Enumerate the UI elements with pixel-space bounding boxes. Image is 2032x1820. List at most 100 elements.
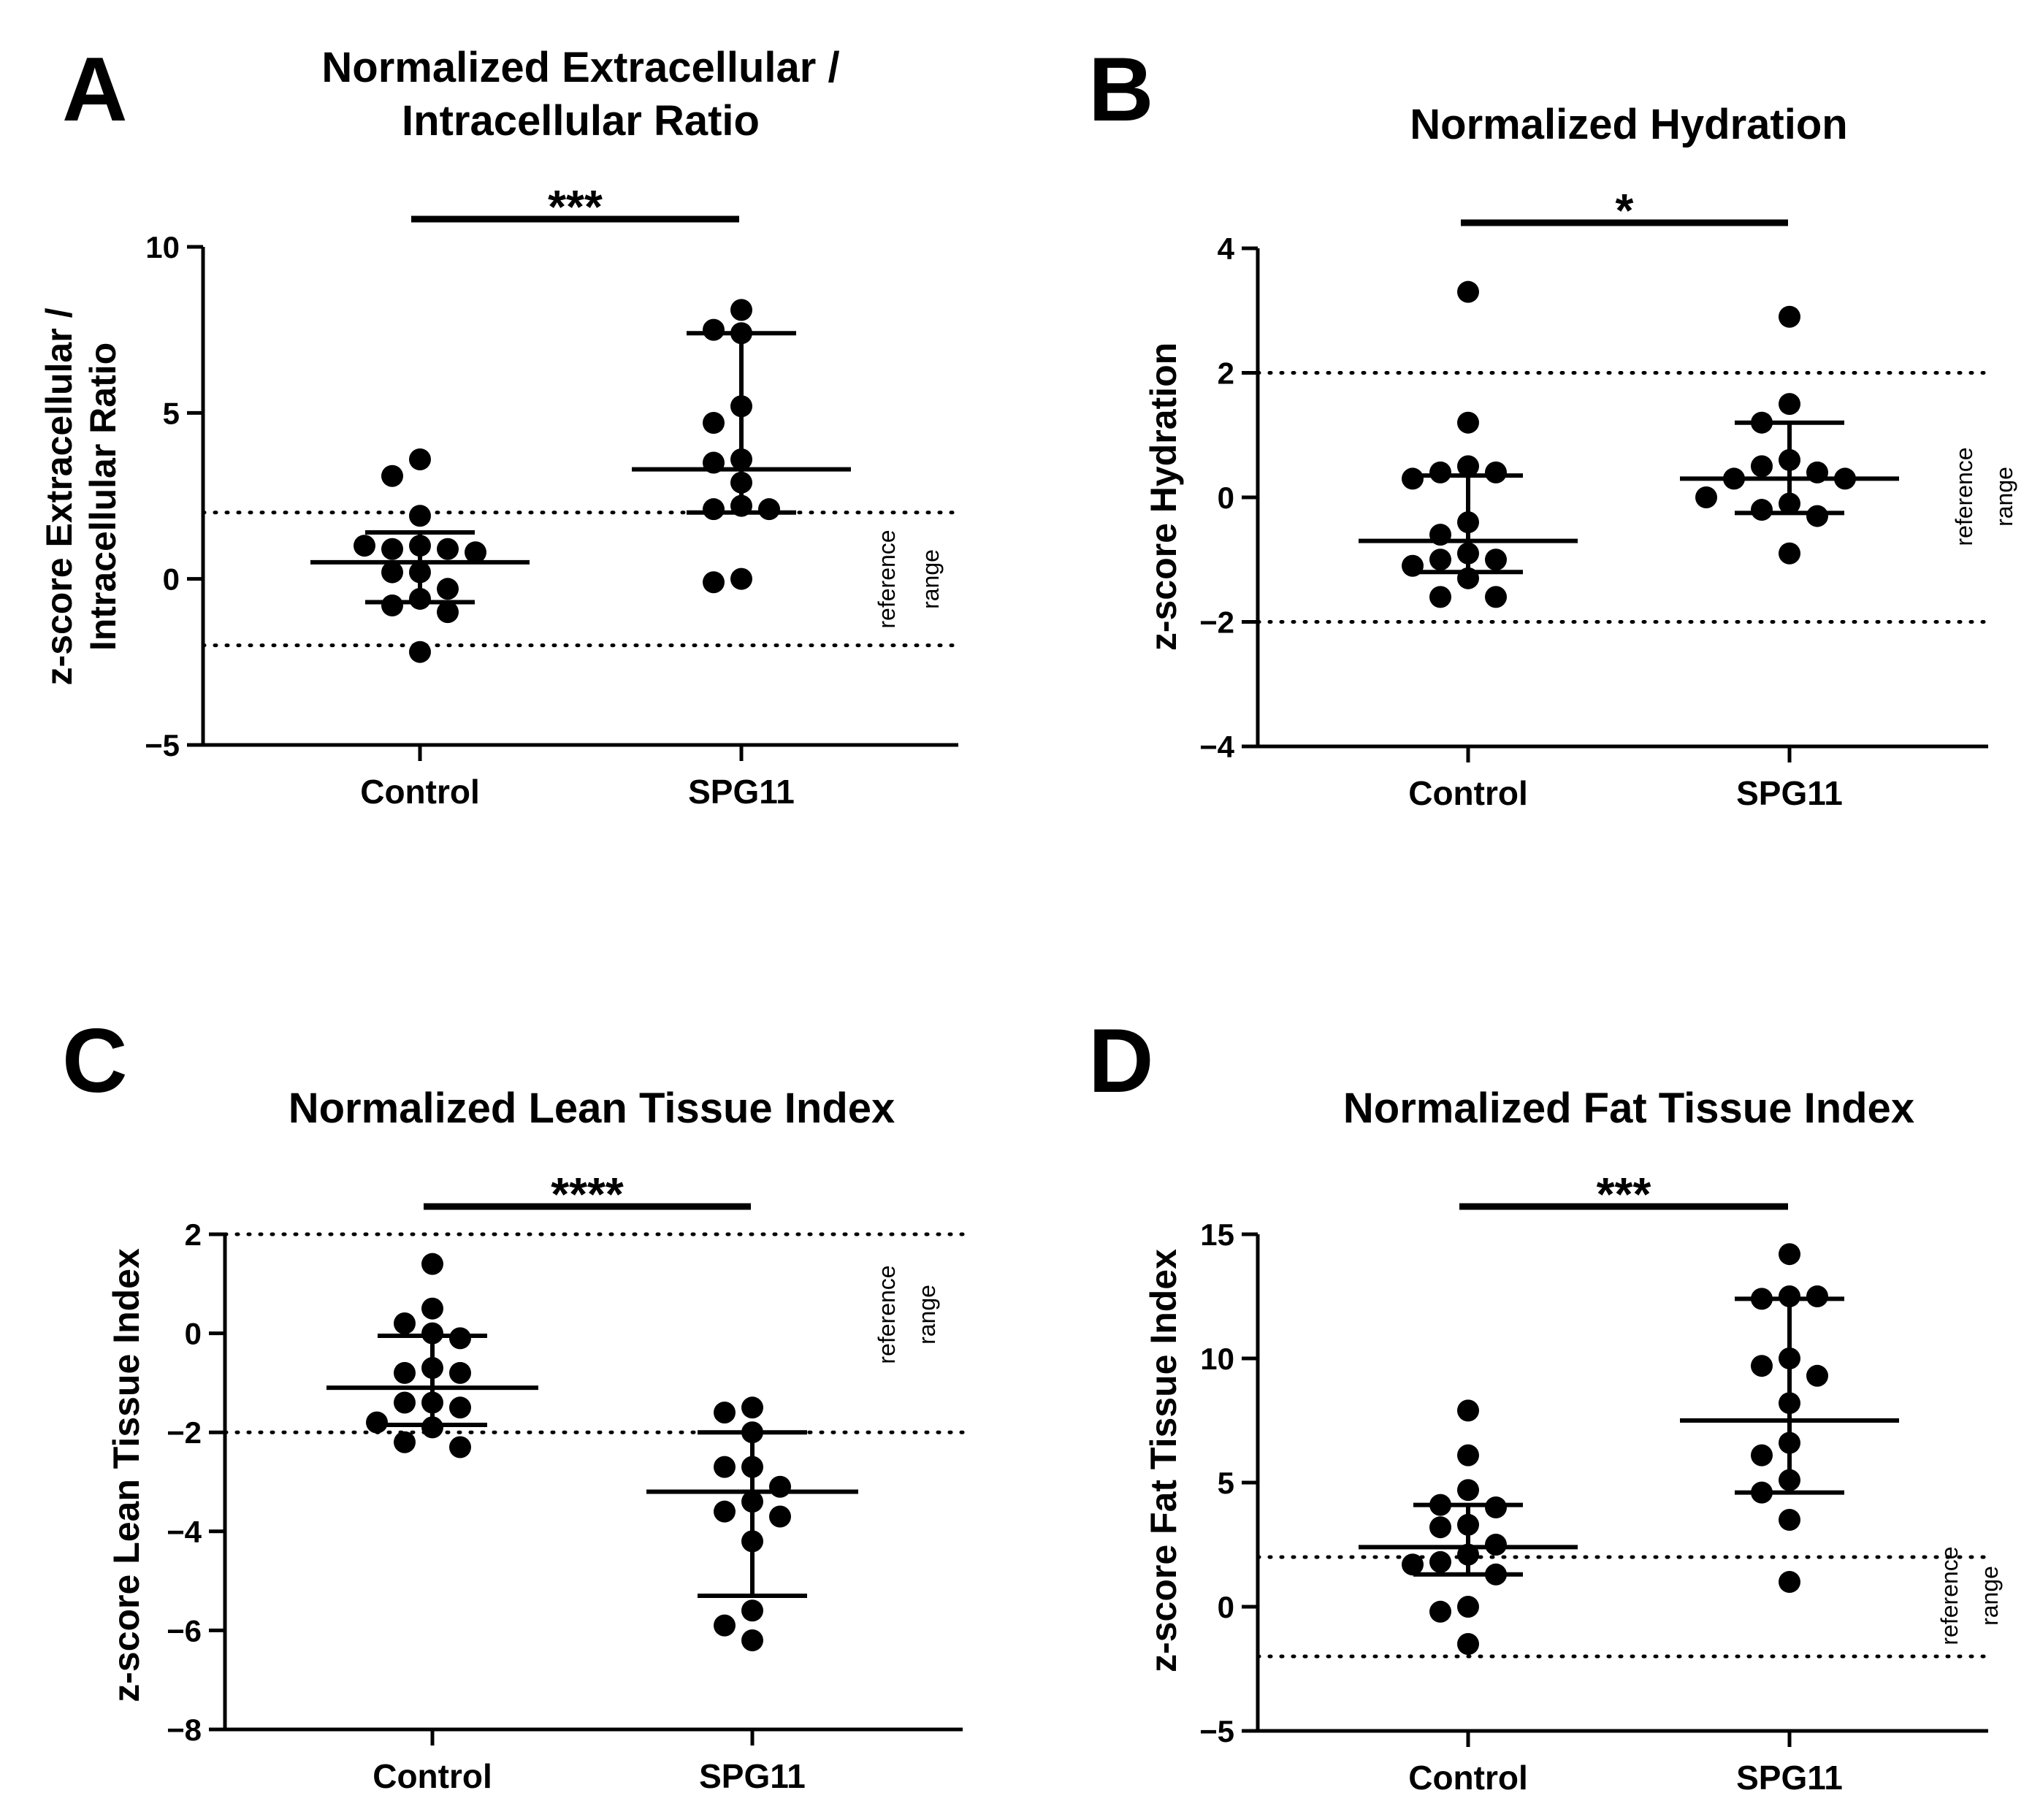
panel-a-title-line-2: Intracellular Ratio — [402, 97, 760, 145]
panel-d-y-tick-label: 15 — [1200, 1217, 1234, 1252]
panel-d-y-tick-label: 0 — [1218, 1590, 1234, 1624]
panel-d-spg11-point — [1751, 1288, 1773, 1310]
panel-b-spg11-point — [1779, 542, 1800, 565]
panel-c-control-point — [421, 1322, 443, 1345]
panel-d-control-point — [1429, 1600, 1451, 1623]
panel-a-control-point — [409, 535, 431, 557]
panel-a-spg11-point — [730, 471, 752, 494]
panel-a-y-tick-label: 0 — [163, 562, 180, 597]
panel-d-spg11-point — [1806, 1285, 1828, 1307]
panel-a-y-tick-label: 5 — [163, 396, 180, 430]
panel-b-control-point — [1485, 461, 1507, 483]
panel-d-spg11-point — [1751, 1481, 1773, 1504]
panel-b-spg11-point — [1834, 467, 1856, 490]
panel-c-control-point — [449, 1327, 471, 1350]
panel-d-spg11-point — [1779, 1347, 1800, 1369]
panel-b-control-point — [1485, 586, 1507, 608]
panel-d-category-label: Control — [1408, 1759, 1528, 1797]
panel-c-y-tick-label: −8 — [167, 1713, 202, 1747]
panel-c-spg11-point — [741, 1456, 763, 1478]
panel-a-y-label-line-2: Intracellular Ratio — [83, 343, 123, 651]
panel-b-control-point — [1457, 567, 1479, 589]
panel-b-control-point — [1429, 524, 1451, 546]
panel-a-control-point — [409, 561, 431, 584]
panel-b-letter: B — [1088, 39, 1154, 140]
panel-b-control-point — [1485, 548, 1507, 571]
panel-d-control-point — [1429, 1551, 1451, 1573]
panel-a-spg11-point — [703, 498, 725, 521]
panel-b-control-point — [1429, 548, 1451, 571]
panel-a-control-point — [409, 641, 431, 663]
panel-c-spg11-point — [769, 1475, 791, 1498]
panel-c-category-label: Control — [373, 1757, 492, 1795]
panel-d-y-tick-label: −5 — [1199, 1714, 1234, 1748]
panel-d-control-point — [1429, 1494, 1451, 1516]
panel-a-y-tick-label: −5 — [145, 728, 180, 762]
panel-b-title-line-1: Normalized Hydration — [1410, 101, 1847, 148]
panel-b-spg11-point — [1779, 305, 1800, 328]
panel-d-spg11-point — [1779, 1469, 1800, 1491]
panel-a-spg11-point — [703, 411, 725, 434]
panel-b-spg11-point — [1695, 486, 1717, 508]
panel-b-spg11-point — [1751, 411, 1773, 434]
panel-d-spg11-point — [1806, 1364, 1828, 1387]
panel-d-y-label-line-1: z-score Fat Tissue Index — [1143, 1249, 1184, 1672]
panel-c-spg11-point — [741, 1599, 763, 1622]
panel-a-reference-label: reference — [874, 529, 900, 628]
panel-a-control-point — [437, 578, 459, 600]
panel-a-reference-label: range — [917, 549, 944, 609]
panel-d-significance-stars: *** — [1597, 1168, 1651, 1220]
panel-c-spg11-point — [741, 1491, 763, 1513]
panel-a-spg11-point — [730, 395, 752, 418]
panel-d-plot-area: 15 10 5 0 −5 Control SPG11 reference range *** — [1199, 1168, 2003, 1797]
panel-b-plot-area: 4 2 0 −2 −4 Control SPG11 reference range * — [1199, 184, 2017, 812]
panel-a-control-point — [381, 538, 403, 560]
panel-d-spg11-point — [1779, 1509, 1800, 1531]
panel-a-control-point — [437, 538, 459, 560]
panel-c-spg11-point — [714, 1500, 736, 1523]
panel-a-control-point — [437, 601, 459, 624]
panel-d-spg11-point — [1751, 1444, 1773, 1467]
panel-b-control-point — [1457, 280, 1479, 303]
panel-a-spg11-point — [730, 322, 752, 345]
panel-c-control-point — [394, 1361, 416, 1384]
panel-c-y-tick-label: −2 — [167, 1415, 202, 1450]
panel-a-spg11-point — [703, 571, 725, 594]
panel-c-control-point — [421, 1416, 443, 1439]
panel-a-control-point — [381, 561, 403, 584]
panel-a-title-line-1: Normalized Extracellular / — [321, 44, 839, 91]
panel-c-spg11-point — [741, 1629, 763, 1651]
panel-b-control-point — [1457, 511, 1479, 534]
panel-c-reference-label: reference — [874, 1265, 900, 1364]
panel-c-control-point — [421, 1391, 443, 1414]
panel-c-spg11-point — [714, 1456, 736, 1478]
panel-d-reference-label: reference — [1936, 1546, 1963, 1645]
panel-a-control-point — [409, 587, 431, 610]
panel-c-control-point — [394, 1312, 416, 1335]
panel-c-title-line-1: Normalized Lean Tissue Index — [289, 1085, 895, 1132]
panel-d-letter: D — [1088, 1011, 1154, 1112]
panel-b-control-point — [1457, 455, 1479, 478]
panel-d-reference-label: range — [1976, 1566, 2003, 1626]
panel-b-spg11-point — [1751, 499, 1773, 521]
panel-a-control-point — [409, 505, 431, 527]
panel-d-control-point — [1429, 1516, 1451, 1539]
panel-b-spg11-point — [1779, 393, 1800, 416]
panel-a-significance-stars: *** — [548, 180, 603, 233]
panel-c-control-point — [421, 1297, 443, 1320]
panel-d-spg11-point — [1779, 1571, 1800, 1593]
panel-a-plot-area: 10 5 0 −5 Control SPG11 reference range *** — [145, 180, 960, 811]
panel-c-control-point — [449, 1436, 471, 1458]
panel-c-spg11-point — [769, 1505, 791, 1528]
panel-a-control-point — [381, 594, 403, 617]
panel-d-control-point — [1457, 1399, 1479, 1422]
panel-b-control-point — [1402, 554, 1424, 577]
panel-d-y-tick-label: 10 — [1200, 1342, 1234, 1376]
panel-c-y-label-line-1: z-score Lean Tissue Index — [106, 1248, 147, 1702]
panel-c-spg11-point — [741, 1421, 763, 1444]
panel-b-category-label: Control — [1408, 774, 1528, 812]
panel-b-spg11-point — [1751, 455, 1773, 478]
panel-a-spg11-point — [730, 299, 752, 321]
panel-c-spg11-point — [714, 1614, 736, 1637]
